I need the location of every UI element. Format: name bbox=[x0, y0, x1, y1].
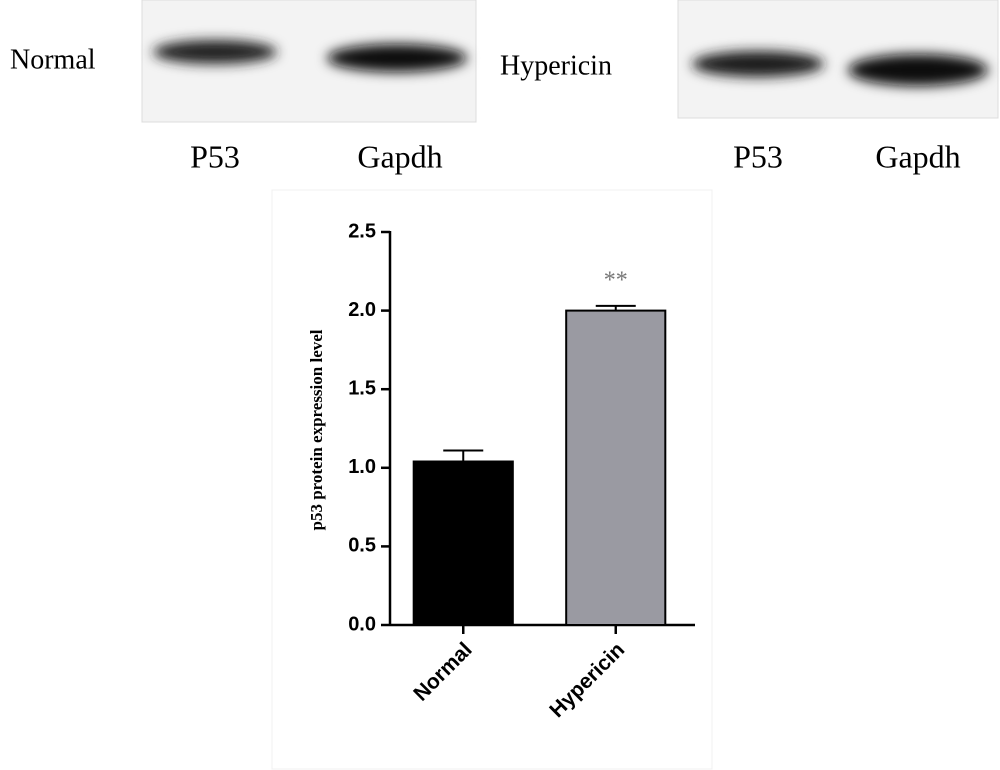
band bbox=[327, 44, 467, 72]
y-tick-label: 2.0 bbox=[348, 299, 376, 321]
y-tick-label: 0.0 bbox=[348, 613, 376, 635]
y-tick-label: 1.5 bbox=[348, 377, 376, 399]
lane-label: P53 bbox=[190, 138, 240, 174]
band bbox=[692, 51, 824, 77]
y-tick-label: 2.5 bbox=[348, 220, 376, 242]
band bbox=[848, 54, 988, 86]
blot-label: Normal bbox=[10, 44, 96, 75]
y-tick-label: 1.0 bbox=[348, 456, 376, 478]
lane-label: P53 bbox=[733, 138, 783, 174]
band bbox=[153, 40, 277, 64]
bar bbox=[412, 460, 514, 626]
lane-label: Gapdh bbox=[357, 138, 442, 174]
blot-label: Hypericin bbox=[500, 50, 612, 81]
lane-label: Gapdh bbox=[875, 138, 960, 174]
significance-label: ** bbox=[604, 267, 628, 293]
y-axis-label: p53 protein expression level bbox=[307, 329, 326, 530]
blot-hypericin: Hypericin P53 Gapdh bbox=[500, 0, 999, 174]
y-tick-label: 0.5 bbox=[348, 535, 376, 557]
bar bbox=[565, 309, 667, 626]
blot-normal: Normal P53 Gapdh bbox=[10, 0, 477, 174]
